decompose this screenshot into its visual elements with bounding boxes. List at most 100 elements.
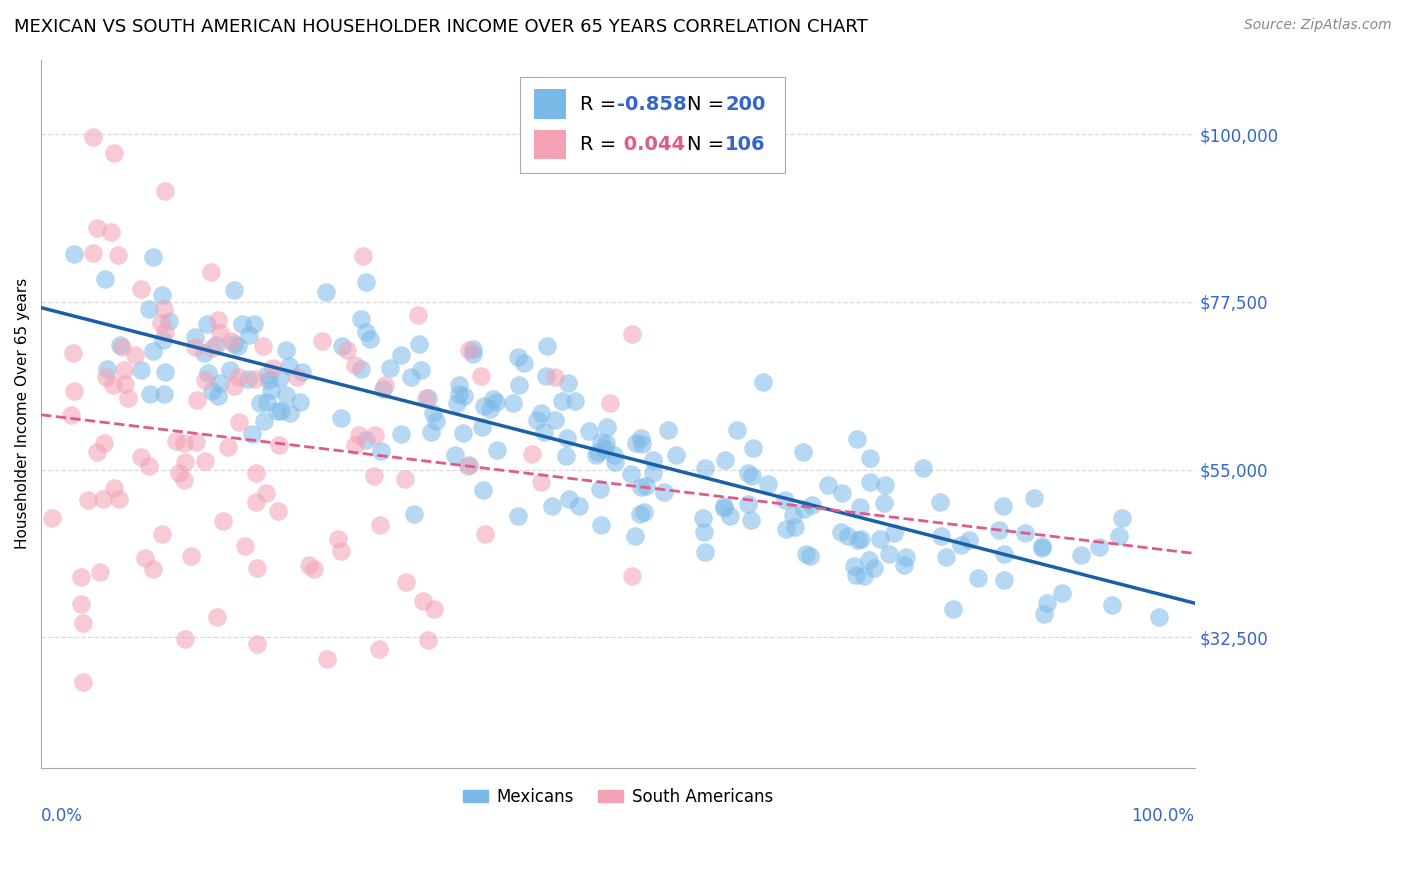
Mexicans	[222, 283, 245, 297]
South Americans	[112, 363, 135, 377]
FancyBboxPatch shape	[520, 78, 785, 173]
Mexicans	[373, 382, 395, 396]
South Americans	[70, 570, 93, 584]
South Americans	[412, 594, 434, 608]
Mexicans	[557, 376, 579, 390]
Mexicans	[420, 425, 443, 439]
Mexicans	[1024, 491, 1046, 505]
Mexicans	[911, 461, 934, 475]
Mexicans	[463, 347, 485, 361]
Mexicans	[634, 479, 657, 493]
Mexicans	[1108, 529, 1130, 543]
Mexicans	[1014, 525, 1036, 540]
Mexicans	[782, 508, 804, 523]
Mexicans	[290, 394, 312, 409]
Text: 0.044: 0.044	[617, 135, 685, 154]
Mexicans	[718, 509, 741, 524]
South Americans	[62, 346, 84, 360]
South Americans	[150, 527, 173, 541]
Mexicans	[482, 392, 505, 407]
Mexicans	[544, 413, 567, 427]
South Americans	[474, 527, 496, 541]
Mexicans	[444, 448, 467, 462]
Mexicans	[201, 384, 224, 398]
South Americans	[108, 492, 131, 507]
Mexicans	[62, 247, 84, 261]
Mexicans	[741, 468, 763, 483]
South Americans	[167, 466, 190, 480]
Mexicans	[846, 533, 869, 547]
South Americans	[194, 373, 217, 387]
South Americans	[186, 392, 208, 407]
Mexicans	[991, 500, 1014, 514]
South Americans	[117, 391, 139, 405]
Text: N =: N =	[688, 135, 731, 154]
Mexicans	[993, 547, 1015, 561]
Mexicans	[1031, 539, 1053, 553]
Mexicans	[222, 337, 245, 351]
South Americans	[522, 447, 544, 461]
Mexicans	[356, 433, 378, 447]
Mexicans	[533, 425, 555, 439]
Mexicans	[183, 330, 205, 344]
South Americans	[86, 445, 108, 459]
Mexicans	[713, 453, 735, 467]
South Americans	[316, 652, 339, 666]
Mexicans	[775, 493, 797, 508]
South Americans	[368, 641, 391, 656]
Mexicans	[894, 550, 917, 565]
Mexicans	[408, 337, 430, 351]
South Americans	[59, 408, 82, 422]
South Americans	[395, 575, 418, 590]
South Americans	[328, 533, 350, 547]
Mexicans	[425, 414, 447, 428]
South Americans	[544, 369, 567, 384]
South Americans	[114, 377, 136, 392]
South Americans	[69, 597, 91, 611]
Mexicans	[630, 480, 652, 494]
South Americans	[415, 391, 437, 405]
Mexicans	[589, 517, 612, 532]
Mexicans	[197, 317, 219, 331]
Mexicans	[329, 410, 352, 425]
Mexicans	[139, 387, 162, 401]
Mexicans	[472, 400, 495, 414]
South Americans	[142, 562, 165, 576]
Mexicans	[1088, 540, 1111, 554]
South Americans	[165, 434, 187, 449]
Mexicans	[277, 359, 299, 373]
South Americans	[423, 602, 446, 616]
Mexicans	[849, 500, 872, 514]
Text: R =: R =	[579, 95, 623, 113]
South Americans	[217, 440, 239, 454]
Mexicans	[852, 569, 875, 583]
Mexicans	[643, 467, 665, 481]
South Americans	[173, 473, 195, 487]
South Americans	[621, 569, 644, 583]
Mexicans	[935, 550, 957, 565]
South Americans	[62, 384, 84, 398]
Mexicans	[240, 426, 263, 441]
Mexicans	[447, 377, 470, 392]
Mexicans	[858, 451, 880, 466]
Mexicans	[402, 507, 425, 521]
South Americans	[347, 428, 370, 442]
South Americans	[101, 378, 124, 392]
Mexicans	[152, 333, 174, 347]
South Americans	[219, 334, 242, 349]
Mexicans	[987, 523, 1010, 537]
Mexicans	[693, 544, 716, 558]
Mexicans	[411, 363, 433, 377]
Mexicans	[108, 338, 131, 352]
Mexicans	[740, 513, 762, 527]
Mexicans	[226, 339, 249, 353]
Mexicans	[775, 522, 797, 536]
Mexicans	[602, 448, 624, 462]
Mexicans	[585, 448, 607, 462]
Mexicans	[586, 444, 609, 458]
Mexicans	[737, 466, 759, 480]
Mexicans	[657, 423, 679, 437]
Mexicans	[1032, 607, 1054, 621]
Mexicans	[929, 528, 952, 542]
Mexicans	[589, 482, 612, 496]
